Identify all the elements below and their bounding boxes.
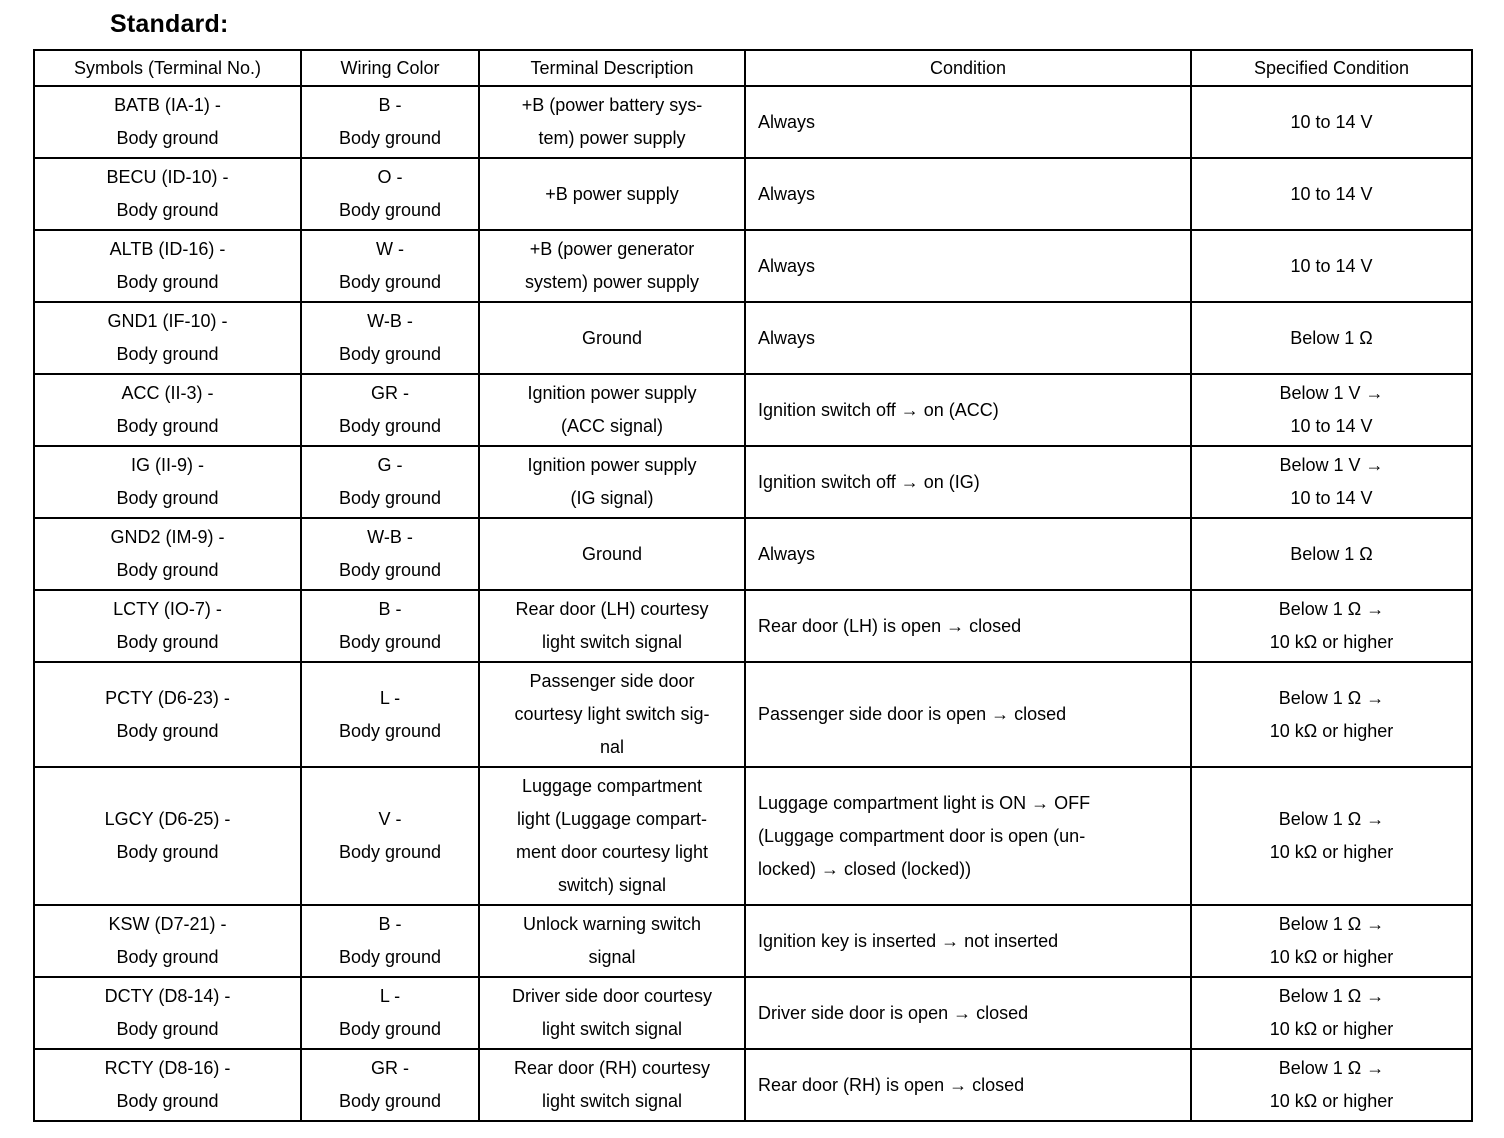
symbol-cell: KSW (D7-21) - Body ground	[33, 904, 302, 978]
wiring-color-cell: GR - Body ground	[300, 1048, 480, 1122]
table-row: PCTY (D6-23) - Body ground L - Body grou…	[33, 661, 1473, 768]
terminal-description-cell: +B power supply	[478, 157, 746, 231]
table-row: BATB (IA-1) - Body ground B - Body groun…	[33, 85, 1473, 159]
specified-condition-cell: Below 1 Ω → 10 kΩ or higher	[1190, 976, 1473, 1050]
header-row: Symbols (Terminal No.) Wiring Color Term…	[33, 49, 1473, 87]
condition-cell: Driver side door is open → closed	[744, 976, 1192, 1050]
wiring-color-cell: W-B - Body ground	[300, 301, 480, 375]
condition-cell: Always	[744, 301, 1192, 375]
condition-cell: Luggage compartment light is ON → OFF (L…	[744, 766, 1192, 906]
specified-condition-cell: Below 1 Ω	[1190, 517, 1473, 591]
header-specified-condition: Specified Condition	[1190, 49, 1473, 87]
condition-cell: Ignition key is inserted → not inserted	[744, 904, 1192, 978]
terminal-description-cell: Rear door (LH) courtesy light switch sig…	[478, 589, 746, 663]
wiring-color-cell: V - Body ground	[300, 766, 480, 906]
header-wiring-color: Wiring Color	[300, 49, 480, 87]
condition-cell: Ignition switch off → on (IG)	[744, 445, 1192, 519]
table-row: DCTY (D8-14) - Body ground L - Body grou…	[33, 976, 1473, 1050]
wiring-color-cell: B - Body ground	[300, 85, 480, 159]
terminal-description-cell: Unlock warning switch signal	[478, 904, 746, 978]
table-row: LCTY (IO-7) - Body ground B - Body groun…	[33, 589, 1473, 663]
symbol-cell: ALTB (ID-16) - Body ground	[33, 229, 302, 303]
specified-condition-cell: Below 1 Ω → 10 kΩ or higher	[1190, 904, 1473, 978]
symbol-cell: GND2 (IM-9) - Body ground	[33, 517, 302, 591]
specified-condition-cell: Below 1 V → 10 to 14 V	[1190, 445, 1473, 519]
symbol-cell: PCTY (D6-23) - Body ground	[33, 661, 302, 768]
symbol-cell: RCTY (D8-16) - Body ground	[33, 1048, 302, 1122]
specified-condition-cell: Below 1 Ω → 10 kΩ or higher	[1190, 589, 1473, 663]
condition-cell: Always	[744, 517, 1192, 591]
specified-condition-cell: 10 to 14 V	[1190, 229, 1473, 303]
wiring-color-cell: GR - Body ground	[300, 373, 480, 447]
table-row: IG (II-9) - Body ground G - Body ground …	[33, 445, 1473, 519]
wiring-color-cell: B - Body ground	[300, 589, 480, 663]
wiring-color-cell: L - Body ground	[300, 976, 480, 1050]
terminal-description-cell: Ground	[478, 517, 746, 591]
table-row: ACC (II-3) - Body ground GR - Body groun…	[33, 373, 1473, 447]
table-body: BATB (IA-1) - Body ground B - Body groun…	[33, 85, 1473, 1122]
table-row: GND1 (IF-10) - Body ground W-B - Body gr…	[33, 301, 1473, 375]
page-title: Standard:	[110, 10, 229, 38]
terminal-description-cell: +B (power generator system) power supply	[478, 229, 746, 303]
specified-condition-cell: Below 1 Ω → 10 kΩ or higher	[1190, 661, 1473, 768]
condition-cell: Passenger side door is open → closed	[744, 661, 1192, 768]
terminal-description-cell: Ignition power supply (ACC signal)	[478, 373, 746, 447]
table-row: RCTY (D8-16) - Body ground GR - Body gro…	[33, 1048, 1473, 1122]
header-terminal-description: Terminal Description	[478, 49, 746, 87]
wiring-color-cell: W - Body ground	[300, 229, 480, 303]
symbol-cell: BECU (ID-10) - Body ground	[33, 157, 302, 231]
wiring-color-cell: G - Body ground	[300, 445, 480, 519]
condition-cell: Ignition switch off → on (ACC)	[744, 373, 1192, 447]
terminal-description-cell: +B (power battery sys- tem) power supply	[478, 85, 746, 159]
table-row: KSW (D7-21) - Body ground B - Body groun…	[33, 904, 1473, 978]
terminal-description-cell: Driver side door courtesy light switch s…	[478, 976, 746, 1050]
symbol-cell: DCTY (D8-14) - Body ground	[33, 976, 302, 1050]
table-row: LGCY (D6-25) - Body ground V - Body grou…	[33, 766, 1473, 906]
symbol-cell: GND1 (IF-10) - Body ground	[33, 301, 302, 375]
specified-condition-cell: 10 to 14 V	[1190, 157, 1473, 231]
specified-condition-cell: 10 to 14 V	[1190, 85, 1473, 159]
wiring-color-cell: O - Body ground	[300, 157, 480, 231]
specified-condition-cell: Below 1 V → 10 to 14 V	[1190, 373, 1473, 447]
terminal-description-cell: Luggage compartment light (Luggage compa…	[478, 766, 746, 906]
symbol-cell: ACC (II-3) - Body ground	[33, 373, 302, 447]
wiring-color-cell: B - Body ground	[300, 904, 480, 978]
table-row: ALTB (ID-16) - Body ground W - Body grou…	[33, 229, 1473, 303]
terminal-description-cell: Ground	[478, 301, 746, 375]
terminal-description-cell: Rear door (RH) courtesy light switch sig…	[478, 1048, 746, 1122]
symbol-cell: LGCY (D6-25) - Body ground	[33, 766, 302, 906]
condition-cell: Always	[744, 85, 1192, 159]
header-symbols: Symbols (Terminal No.)	[33, 49, 302, 87]
terminal-description-cell: Ignition power supply (IG signal)	[478, 445, 746, 519]
symbol-cell: IG (II-9) - Body ground	[33, 445, 302, 519]
symbol-cell: BATB (IA-1) - Body ground	[33, 85, 302, 159]
symbol-cell: LCTY (IO-7) - Body ground	[33, 589, 302, 663]
condition-cell: Always	[744, 229, 1192, 303]
condition-cell: Always	[744, 157, 1192, 231]
specified-condition-cell: Below 1 Ω → 10 kΩ or higher	[1190, 766, 1473, 906]
specified-condition-cell: Below 1 Ω	[1190, 301, 1473, 375]
condition-cell: Rear door (RH) is open → closed	[744, 1048, 1192, 1122]
specified-condition-cell: Below 1 Ω → 10 kΩ or higher	[1190, 1048, 1473, 1122]
condition-cell: Rear door (LH) is open → closed	[744, 589, 1192, 663]
header-condition: Condition	[744, 49, 1192, 87]
table-row: GND2 (IM-9) - Body ground W-B - Body gro…	[33, 517, 1473, 591]
wiring-color-cell: L - Body ground	[300, 661, 480, 768]
terminal-description-cell: Passenger side door courtesy light switc…	[478, 661, 746, 768]
terminal-spec-table: Symbols (Terminal No.) Wiring Color Term…	[33, 49, 1473, 1122]
table-row: BECU (ID-10) - Body ground O - Body grou…	[33, 157, 1473, 231]
wiring-color-cell: W-B - Body ground	[300, 517, 480, 591]
